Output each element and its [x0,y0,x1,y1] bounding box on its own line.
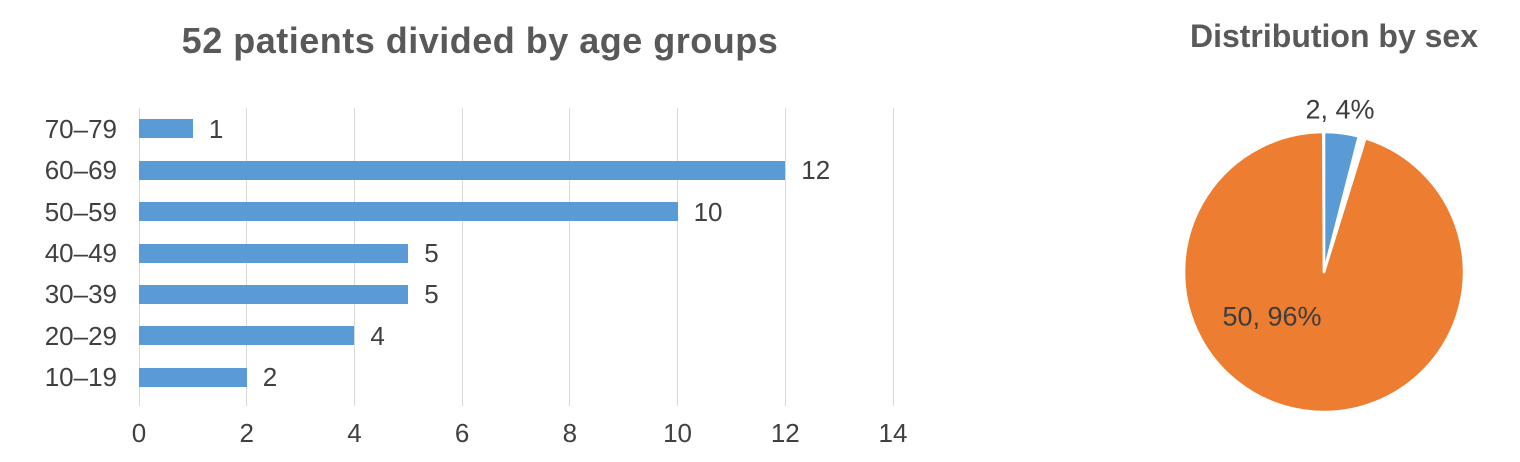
category-label: 20–29 [44,320,117,351]
bar-value-label: 2 [262,362,278,393]
x-axis-tick-label: 4 [347,418,362,448]
pie-slice-label-large: 50, 96% [1222,301,1322,332]
bar-value-label: 1 [208,113,224,144]
category-label: 10–19 [44,362,117,393]
category-label: 60–69 [44,155,117,186]
gridline [784,108,786,406]
x-axis-tick-label: 2 [239,418,254,448]
gridline [461,108,463,406]
x-axis-tick-label: 10 [663,418,693,448]
bar [139,243,409,263]
bar [139,119,193,139]
x-axis-tick-label: 12 [770,418,800,448]
bar-value-label: 12 [801,155,831,186]
category-label: 40–49 [44,238,117,268]
bar [139,284,409,304]
bar-value-label: 5 [424,279,439,310]
bar [139,202,678,222]
bar-chart-plot-area: 0 2 4 6 8 10 12 14 70–79 1 60–69 12 50–59 10 40–49 5 30–… [45,108,907,448]
pie-slice-small [1322,130,1361,274]
pie-graphic [1182,130,1466,414]
gridline [892,108,894,406]
gridline [569,108,571,406]
pie-slice-label-small: 2, 4% [1305,94,1375,125]
gridline [677,108,679,406]
category-label: 70–79 [44,113,117,144]
bar [139,326,355,346]
x-axis-tick-label: 6 [454,418,470,448]
bar [139,367,247,387]
pie-chart-title: Distribution by sex [1189,18,1479,54]
category-label: 50–59 [44,196,117,227]
bar [139,160,786,180]
category-label: 30–39 [44,279,117,310]
bar-value-label: 10 [693,196,723,227]
x-axis-tick-label: 14 [878,418,908,448]
x-axis-tick-label: 0 [131,418,147,448]
bar-value-label: 5 [424,238,439,268]
bar-chart-title: 52 patients divided by age groups [181,20,779,61]
x-axis-tick-label: 8 [562,418,578,448]
bar-value-label: 4 [370,320,385,351]
